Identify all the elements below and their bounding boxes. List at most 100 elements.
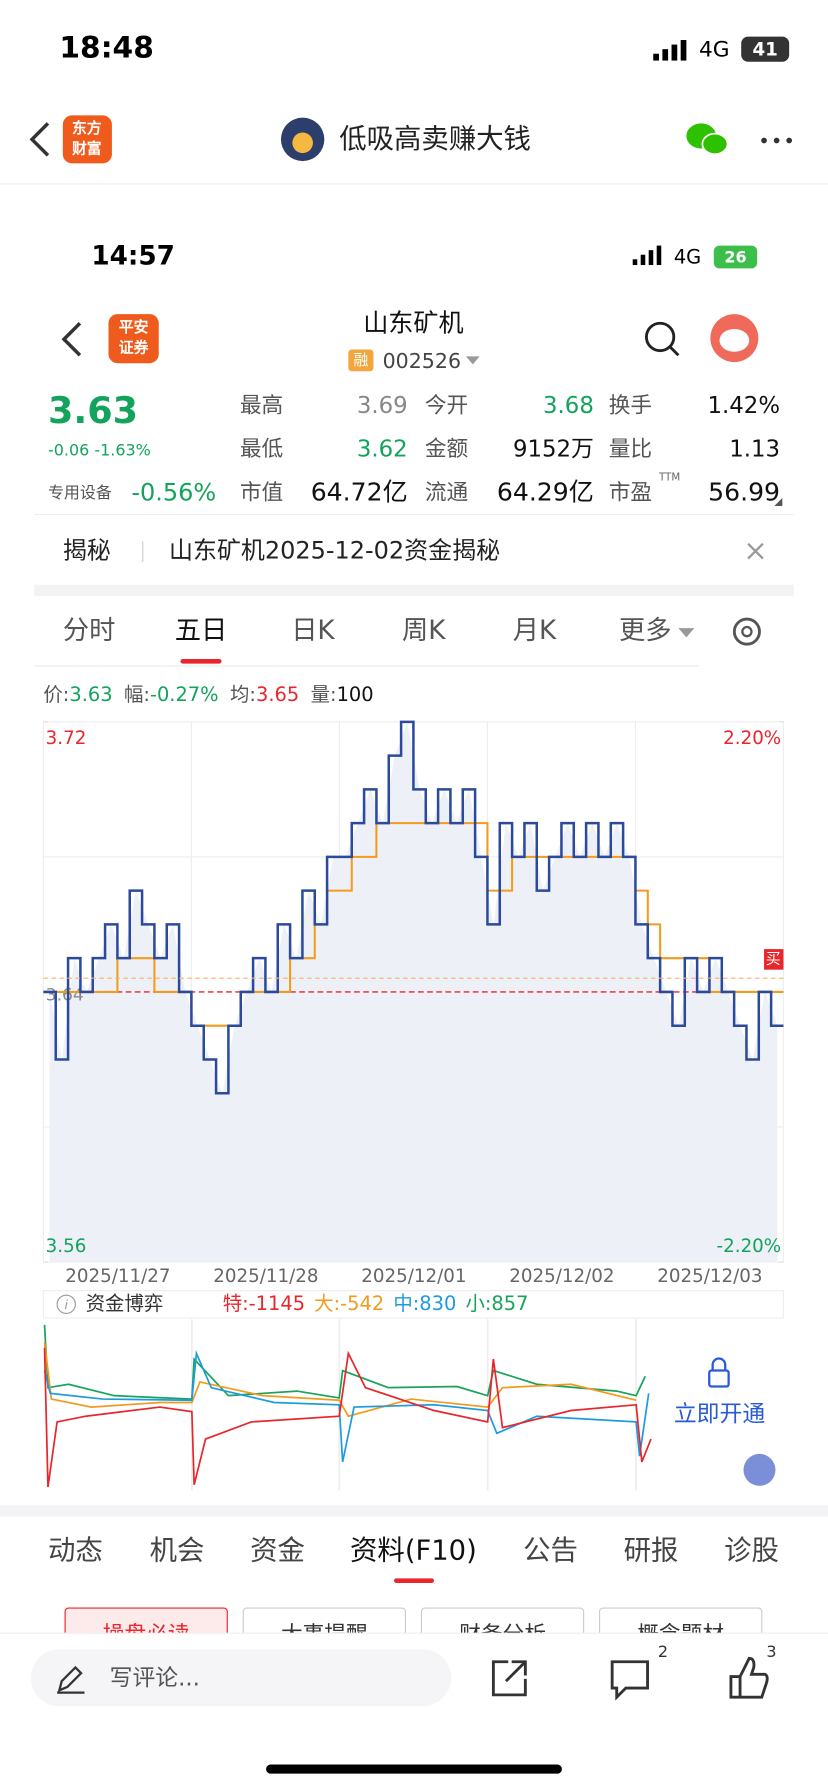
stock-name: 山东矿机 xyxy=(363,308,463,337)
comment-placeholder: 写评论... xyxy=(110,1665,200,1691)
banner-text: 山东矿机2025-12-02资金揭秘 xyxy=(169,537,500,565)
settings[interactable] xyxy=(732,617,761,646)
close[interactable] xyxy=(747,542,764,560)
logo-text: 财富 xyxy=(72,140,102,158)
share[interactable] xyxy=(491,1660,527,1697)
y2-tick-label: -2.20% xyxy=(717,1236,782,1257)
like-count: 3 xyxy=(766,1642,776,1661)
battery-level: 41 xyxy=(752,39,777,60)
info-tab[interactable]: 研报 xyxy=(624,1536,679,1567)
info-tab[interactable]: 动态 xyxy=(48,1536,103,1567)
flow-item: 大:-542 xyxy=(314,1292,384,1315)
info-tab[interactable]: 资料(F10) xyxy=(350,1536,477,1567)
tab-dropdown xyxy=(678,628,695,638)
comment-count: 2 xyxy=(658,1642,668,1661)
ttm: TTM xyxy=(658,471,680,483)
flow-item: 特:-1145 xyxy=(223,1292,305,1315)
info-value: 3.63 xyxy=(69,683,112,706)
quote-label: 金额 xyxy=(425,437,469,462)
quote-label: 市值 xyxy=(240,480,283,505)
flow-item: 小:857 xyxy=(465,1292,528,1315)
flow-header xyxy=(42,1290,785,1319)
page-title: 低吸高卖赚大钱 xyxy=(339,124,531,155)
dropdown[interactable] xyxy=(465,356,480,365)
sector: 专用设备 xyxy=(48,483,112,502)
expand[interactable] xyxy=(743,1453,776,1486)
tab-indicator xyxy=(394,1578,434,1583)
price: 3.63 xyxy=(48,389,138,432)
quote-label: 流通 xyxy=(425,480,468,505)
like[interactable] xyxy=(729,1656,769,1699)
x-tick-label: 2025/11/28 xyxy=(213,1266,318,1287)
y2-tick-label: 2.20% xyxy=(723,728,781,749)
y-tick-label: 3.56 xyxy=(46,1236,87,1257)
battery xyxy=(741,36,790,62)
inner-battery xyxy=(713,245,758,269)
pen-icon xyxy=(57,1665,85,1694)
inner-signal xyxy=(632,245,662,266)
series-line xyxy=(43,720,784,1095)
quote-label: 今开 xyxy=(425,394,468,419)
chart-tab[interactable]: 日K xyxy=(291,616,335,646)
info-tab[interactable]: 诊股 xyxy=(724,1536,779,1567)
flow-title: 资金博弈 xyxy=(86,1292,164,1315)
unlock-button[interactable]: 立即开通 xyxy=(674,1402,765,1428)
price-chart: 3.56 3.72 -2.20% 2.20% 3.64 买 2025/11/27 2025/1… xyxy=(42,720,785,1287)
info-value: 100 xyxy=(337,683,374,706)
quote-value: 3.62 xyxy=(357,437,408,463)
badge-bg xyxy=(764,949,784,970)
price-change: -0.06 -1.63% xyxy=(48,441,151,460)
more[interactable] xyxy=(761,137,793,144)
info-label: 均: xyxy=(230,683,256,706)
network: 4G xyxy=(699,37,730,62)
quote-label: 最高 xyxy=(240,394,283,419)
broker-text: 平安 xyxy=(119,318,149,336)
stock-back[interactable] xyxy=(61,322,82,357)
wechat[interactable] xyxy=(686,123,729,156)
inner-time: 14:57 xyxy=(91,242,175,272)
info-tab[interactable]: 机会 xyxy=(150,1536,205,1567)
chart-tab[interactable]: 周K xyxy=(402,616,446,646)
quote-value: 64.29亿 xyxy=(497,477,594,506)
inner-battery-level: 26 xyxy=(724,248,746,267)
info-tab[interactable]: 资金 xyxy=(250,1536,305,1567)
quote-value: 56.99 xyxy=(708,477,780,506)
gap xyxy=(34,584,794,597)
banner-tag: 揭秘 xyxy=(63,537,111,565)
chart-tab[interactable]: 五日 xyxy=(175,616,228,646)
avatar-figure xyxy=(292,132,313,154)
quote-value: 1.42% xyxy=(708,393,781,419)
quote-value: 1.13 xyxy=(729,437,780,463)
flow-chart xyxy=(43,1319,652,1491)
y-tick-label: 3.72 xyxy=(46,728,87,749)
bottom-tabs: 动态 机会 资金 资料(F10) 公告 研报 诊股 xyxy=(48,1536,779,1567)
flow-legend: 特:-1145 大:-542 中:830 小:857 xyxy=(223,1292,529,1315)
quote-label: 最低 xyxy=(240,437,283,462)
home-indicator xyxy=(266,1764,562,1774)
flow-item: 中:830 xyxy=(393,1292,456,1315)
time: 18:48 xyxy=(59,31,154,66)
quote-cells: 最高 3.69 今开 3.68 换手 1.42% 最低 3.62 金额 9152万 量比 1.13 市值… xyxy=(240,393,780,506)
comments[interactable] xyxy=(610,1660,649,1701)
chart-tab[interactable]: 分时 xyxy=(63,616,116,646)
search[interactable] xyxy=(644,321,680,357)
tab-indicator xyxy=(180,659,222,664)
margin-tag xyxy=(348,349,374,372)
info-label: 量: xyxy=(311,683,337,706)
x-tick-label: 2025/11/27 xyxy=(65,1266,170,1287)
back[interactable] xyxy=(29,122,50,157)
quote-label: 换手 xyxy=(609,394,652,419)
comment-input[interactable] xyxy=(30,1649,452,1707)
x-tick-label: 2025/12/01 xyxy=(361,1266,466,1287)
margin-tag-text: 融 xyxy=(353,352,368,369)
chart-tab[interactable]: 月K xyxy=(513,616,557,646)
chart-tab[interactable]: 更多 xyxy=(619,616,672,646)
stock-code: 002526 xyxy=(383,349,461,373)
info-icon[interactable] xyxy=(56,1294,76,1314)
lock xyxy=(708,1357,730,1388)
info-tab[interactable]: 公告 xyxy=(523,1536,578,1567)
quote-label: 量比 xyxy=(609,437,652,462)
signal xyxy=(653,40,687,61)
info-icon-i: i xyxy=(64,1297,68,1312)
